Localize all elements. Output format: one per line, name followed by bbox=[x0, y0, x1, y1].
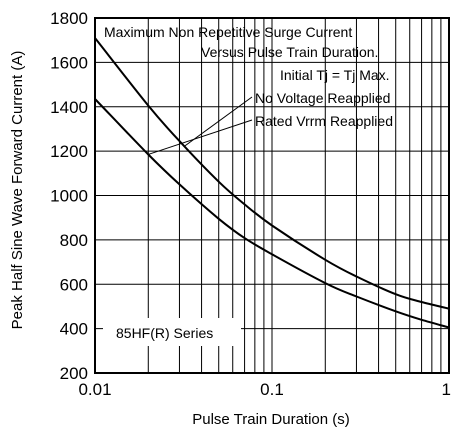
curves bbox=[94, 37, 450, 329]
y-tick-label: 400 bbox=[60, 320, 88, 339]
series-box-label: 85HF(R) Series bbox=[116, 325, 213, 341]
series-label-no-voltage: No Voltage Reapplied bbox=[255, 90, 390, 106]
x-axis-title: Pulse Train Duration (s) bbox=[192, 411, 350, 428]
y-axis-title: Peak Half Sine Wave Forward Current (A) bbox=[9, 51, 26, 330]
y-tick-label: 1400 bbox=[50, 98, 88, 117]
leader-lines bbox=[148, 96, 253, 155]
annotation-condition: Initial Tj = Tj Max. bbox=[280, 67, 390, 83]
leader-line-rated-vrrm bbox=[148, 119, 253, 155]
y-tick-label: 1200 bbox=[50, 142, 88, 161]
y-tick-label: 1000 bbox=[50, 187, 88, 206]
x-tick-label: 1 bbox=[442, 380, 451, 399]
leader-line-no-voltage bbox=[184, 96, 253, 147]
y-tick-label: 1600 bbox=[50, 53, 88, 72]
series-box bbox=[103, 318, 241, 346]
tick-labels: 200 400 600 800 1000 1200 1400 1600 1800 0.01 0.1 1 bbox=[50, 9, 451, 399]
y-tick-label: 800 bbox=[60, 231, 88, 250]
x-tick-label: 0.1 bbox=[260, 380, 284, 399]
series-label-rated-vrrm: Rated Vrrm Reapplied bbox=[255, 113, 393, 129]
series-line-no-voltage bbox=[94, 37, 450, 310]
y-tick-label: 1800 bbox=[50, 9, 88, 28]
annotation-title: Maximum Non Repetitive Surge Current bbox=[104, 24, 352, 40]
y-tick-label: 200 bbox=[60, 364, 88, 383]
x-tick-label: 0.01 bbox=[78, 380, 111, 399]
grid bbox=[94, 17, 450, 374]
annotation-subtitle: Versus Pulse Train Duration. bbox=[201, 44, 378, 60]
plot-frame bbox=[94, 17, 450, 374]
y-tick-label: 600 bbox=[60, 275, 88, 294]
series-line-rated-vrrm bbox=[94, 98, 450, 329]
